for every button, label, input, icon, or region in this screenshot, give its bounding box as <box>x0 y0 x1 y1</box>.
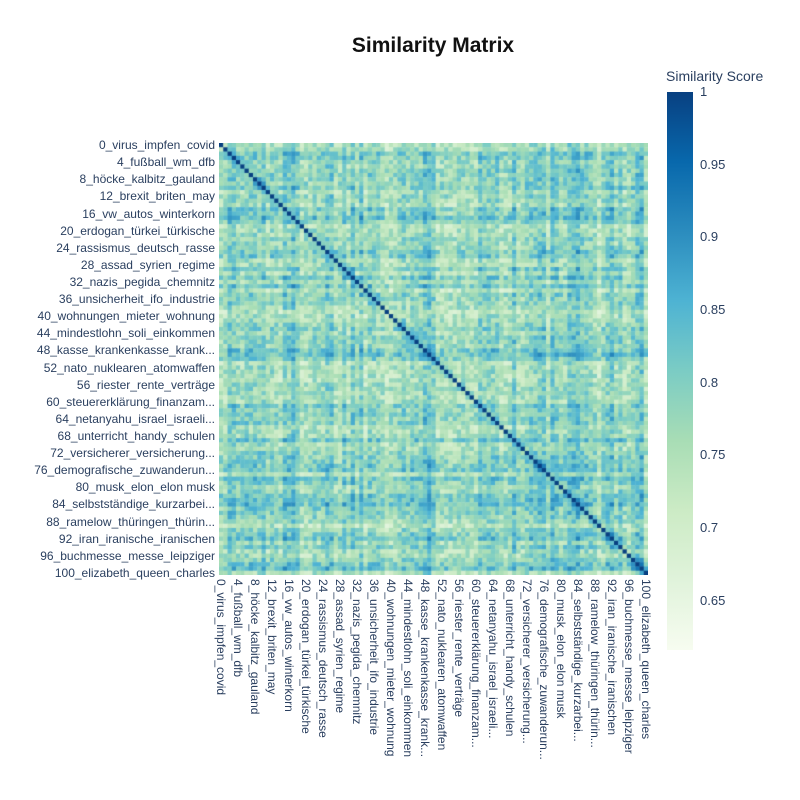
y-tick-label: 52_nato_nuklearen_atomwaffen <box>43 360 215 375</box>
x-tick-label: 40_wohnungen_mieter_wohnung <box>384 579 399 757</box>
chart-title: Similarity Matrix <box>351 34 515 57</box>
x-tick-label: 28_assad_syrien_regime <box>333 579 348 714</box>
y-tick-label: 28_assad_syrien_regime <box>80 257 215 272</box>
x-tick-label: 64_netanyahu_israel_israeli... <box>485 579 500 739</box>
x-tick-label: 16_vw_autos_winterkorn <box>282 579 297 712</box>
y-tick-label: 32_nazis_pegida_chemnitz <box>69 275 215 289</box>
y-tick-label: 20_erdogan_türkei_türkische <box>60 223 215 238</box>
x-tick-label: 92_iran_iranische_iranischen <box>604 579 619 736</box>
x-tick-label: 8_höcke_kalbitz_gauland <box>248 579 263 715</box>
x-tick-label: 48_kasse_krankenkasse_krank... <box>418 579 432 758</box>
x-tick-label: 32_nazis_pegida_chemnitz <box>350 579 365 725</box>
colorbar-tick-label: 0.85 <box>700 301 726 317</box>
y-tick-label: 48_kasse_krankenkasse_krank... <box>36 343 215 358</box>
colorbar-tick-label: 0.7 <box>700 519 719 535</box>
y-tick-label: 36_unsicherheit_ifo_industrie <box>58 292 215 307</box>
colorbar-gradient <box>667 92 693 650</box>
x-tick-label: 100_elizabeth_queen_charles <box>638 579 653 740</box>
y-tick-label: 16_vw_autos_winterkorn <box>82 206 215 221</box>
y-tick-label: 100_elizabeth_queen_charles <box>54 565 215 580</box>
y-tick-label: 60_steuererklärung_finanzam... <box>46 394 215 409</box>
y-tick-label: 12_brexit_briten_may <box>99 189 215 204</box>
x-tick-label: 96_buchmesse_messe_leipziger <box>621 579 636 754</box>
colorbar-tick-label: 0.65 <box>700 592 726 608</box>
y-tick-label: 68_unterricht_handy_schulen <box>57 428 215 443</box>
y-tick-label: 8_höcke_kalbitz_gauland <box>79 172 215 187</box>
x-tick-label: 68_unterricht_handy_schulen <box>502 579 517 737</box>
y-tick-label: 0_virus_impfen_covid <box>98 138 215 153</box>
y-tick-label: 80_musk_elon_elon musk <box>75 480 215 495</box>
x-tick-label: 12_brexit_briten_may <box>265 579 280 695</box>
y-tick-label: 88_ramelow_thüringen_thürin... <box>46 514 215 529</box>
y-tick-label: 4_fußball_wm_dfb <box>116 155 215 170</box>
colorbar-title: Similarity Score <box>666 68 764 84</box>
x-tick-label: 52_nato_nuklearen_atomwaffen <box>434 579 449 751</box>
colorbar-tick-label: 0.95 <box>700 156 726 172</box>
y-tick-label: 84_selbstständige_kurzarbei... <box>52 497 215 512</box>
x-tick-label: 4_fußball_wm_dfb <box>231 579 246 678</box>
x-tick-label: 80_musk_elon_elon musk <box>553 579 568 719</box>
y-tick-label: 76_demografische_zuwanderun... <box>34 463 215 478</box>
x-tick-label: 0_virus_impfen_covid <box>214 579 229 696</box>
heatmap-canvas[interactable] <box>219 143 648 575</box>
y-tick-label: 96_buchmesse_messe_leipziger <box>40 548 215 563</box>
x-tick-label: 84_selbstständige_kurzarbei... <box>570 579 585 742</box>
y-tick-label: 64_netanyahu_israel_israeli... <box>55 411 215 426</box>
colorbar-tick-label: 1 <box>700 84 708 99</box>
y-tick-label: 92_iran_iranische_iranischen <box>58 531 215 546</box>
x-tick-label: 44_mindestlohn_soli_einkommen <box>401 579 415 758</box>
x-tick-label: 24_rassismus_deutsch_rasse <box>316 579 331 738</box>
y-tick-label: 56_riester_rente_verträge <box>76 377 215 392</box>
x-tick-label: 76_demografische_zuwanderun... <box>536 579 551 760</box>
colorbar-tick-label: 0.8 <box>700 374 719 390</box>
x-tick-label: 20_erdogan_türkei_türkische <box>299 579 314 734</box>
x-tick-label: 72_versicherer_versicherung... <box>519 579 534 744</box>
colorbar-tick-label: 0.9 <box>700 229 719 245</box>
x-tick-label: 36_unsicherheit_ifo_industrie <box>367 579 382 736</box>
y-tick-label: 40_wohnungen_mieter_wohnung <box>37 309 215 324</box>
x-tick-label: 88_ramelow_thüringen_thürin... <box>587 579 602 748</box>
y-tick-label: 44_mindestlohn_soli_einkommen <box>36 326 215 341</box>
y-tick-label: 72_versicherer_versicherung... <box>50 446 215 461</box>
y-tick-label: 24_rassismus_deutsch_rasse <box>56 240 215 255</box>
x-tick-label: 60_steuererklärung_finanzam... <box>468 579 483 748</box>
colorbar-tick-label: 0.75 <box>700 447 726 463</box>
x-tick-label: 56_riester_rente_verträge <box>451 579 466 718</box>
